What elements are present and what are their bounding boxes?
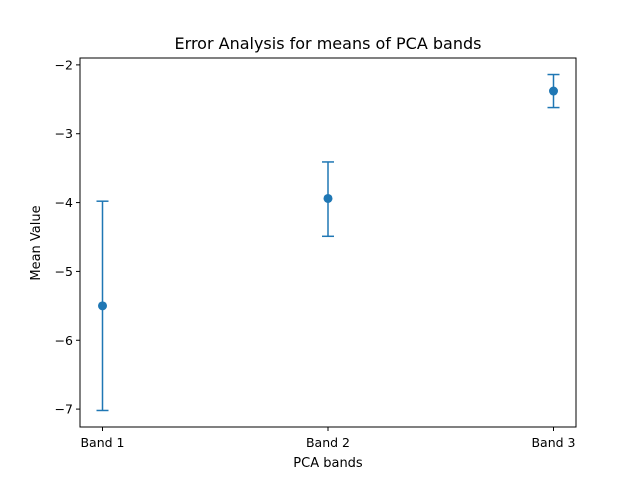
y-tick-label: −5 [55,264,73,279]
data-point [323,193,333,203]
data-point [549,86,558,96]
y-tick-label: −6 [55,333,73,348]
y-tick-label: −3 [55,126,73,141]
x-tick-label: Band 2 [306,435,350,450]
y-tick-label: −2 [55,57,73,72]
y-axis: −7 −6 −5 −4 −3 −2 [55,57,80,417]
y-tick-label: −7 [55,402,73,417]
chart-title: Error Analysis for means of PCA bands [175,34,482,53]
data-point [98,301,107,311]
x-axis: Band 1 Band 2 Band 3 [80,427,576,450]
x-axis-label: PCA bands [293,456,363,471]
x-tick-label: Band 1 [80,435,124,450]
y-axis-label: Mean Value [29,205,44,280]
y-tick-label: −4 [55,195,73,210]
data-marks [96,73,560,412]
x-tick-label: Band 3 [531,435,575,450]
plot-area [79,57,577,428]
